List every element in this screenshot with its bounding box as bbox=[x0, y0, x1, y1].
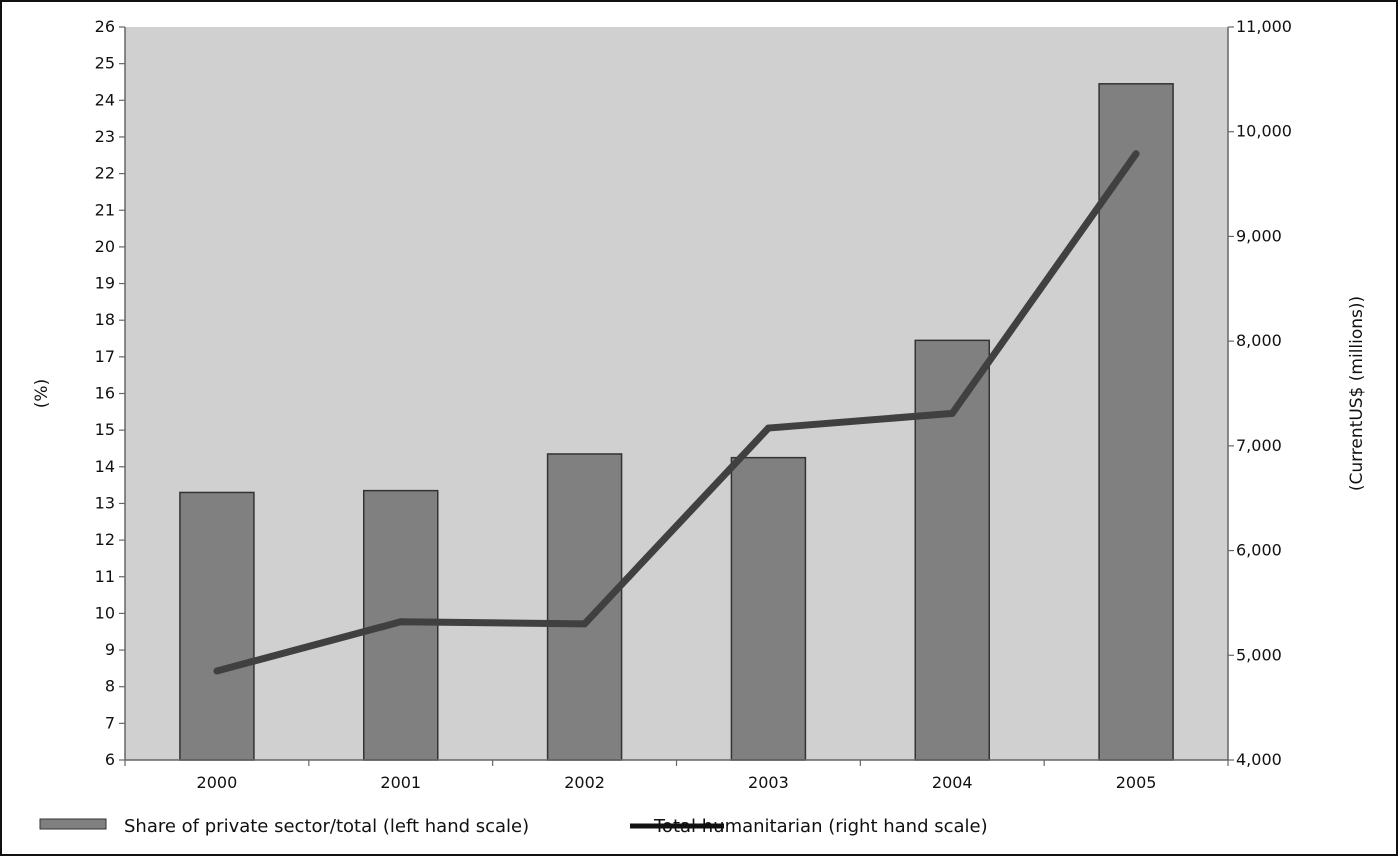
line-point-2003 bbox=[764, 424, 772, 432]
bar-2003 bbox=[730, 456, 807, 761]
x-tick-label: 2001 bbox=[380, 773, 421, 792]
x-axis-ticks: 2000 2001 2002 2003 2004 2005 bbox=[124, 760, 1229, 792]
left-tick-label: 22 bbox=[95, 164, 115, 183]
left-tick-label: 6 bbox=[105, 750, 115, 769]
left-axis-ticks: 6 7 8 9 10 11 12 13 14 15 16 17 18 19 20 21 22 23 24 25 26 bbox=[95, 17, 125, 769]
legend: Share of private sector/total (left hand… bbox=[39, 816, 988, 837]
right-tick-label: 4,000 bbox=[1236, 750, 1282, 769]
line-point-2001 bbox=[397, 618, 405, 626]
left-tick-label: 18 bbox=[95, 310, 115, 329]
bar-2002 bbox=[546, 453, 623, 761]
x-tick-label: 2002 bbox=[564, 773, 605, 792]
x-tick-label: 2005 bbox=[1116, 773, 1157, 792]
line-point-2002 bbox=[581, 620, 589, 628]
left-tick-label: 16 bbox=[95, 384, 115, 403]
left-tick-label: 9 bbox=[105, 640, 115, 659]
right-tick-label: 5,000 bbox=[1236, 645, 1282, 664]
left-tick-label: 21 bbox=[95, 200, 115, 219]
left-tick-label: 19 bbox=[95, 274, 115, 293]
right-tick-label: 10,000 bbox=[1236, 122, 1292, 141]
bar-2004 bbox=[914, 339, 990, 761]
plot-area bbox=[125, 27, 1228, 760]
line-point-2005 bbox=[1132, 150, 1140, 158]
left-tick-label: 17 bbox=[95, 347, 115, 366]
left-tick-label: 24 bbox=[95, 90, 115, 109]
left-tick-label: 11 bbox=[95, 567, 115, 586]
bar-series bbox=[179, 83, 1174, 761]
left-tick-label: 26 bbox=[95, 17, 115, 36]
left-axis-title: (%) bbox=[32, 379, 52, 408]
right-tick-label: 8,000 bbox=[1236, 331, 1282, 350]
right-axis-title: (CurrentUS$ (millions)) bbox=[1347, 296, 1367, 491]
bar-2000 bbox=[179, 491, 255, 761]
right-tick-label: 9,000 bbox=[1236, 226, 1282, 245]
right-tick-label: 6,000 bbox=[1236, 541, 1282, 560]
x-tick-label: 2004 bbox=[932, 773, 973, 792]
x-tick-label: 2003 bbox=[748, 773, 789, 792]
left-tick-label: 12 bbox=[95, 530, 115, 549]
left-tick-label: 13 bbox=[95, 493, 115, 512]
line-point-2000 bbox=[213, 667, 221, 675]
left-tick-label: 23 bbox=[95, 127, 115, 146]
left-tick-label: 14 bbox=[95, 457, 115, 476]
left-tick-label: 10 bbox=[95, 603, 115, 622]
line-point-2004 bbox=[948, 409, 956, 417]
left-tick-label: 7 bbox=[105, 713, 115, 732]
left-tick-label: 25 bbox=[95, 54, 115, 73]
left-tick-label: 15 bbox=[95, 420, 115, 439]
legend-bar-label: Share of private sector/total (left hand… bbox=[124, 816, 529, 837]
right-tick-label: 11,000 bbox=[1236, 17, 1292, 36]
left-tick-label: 20 bbox=[95, 237, 115, 256]
right-axis-ticks: 4,000 5,000 6,000 7,000 8,000 9,000 10,000 11,0… bbox=[1228, 17, 1292, 769]
x-tick-label: 2000 bbox=[197, 773, 238, 792]
legend-line-label: Total humanitarian (right hand scale) bbox=[653, 816, 988, 837]
line-series bbox=[216, 151, 1139, 675]
right-tick-label: 7,000 bbox=[1236, 436, 1282, 455]
legend-bar-swatch bbox=[39, 818, 107, 830]
left-tick-label: 8 bbox=[105, 677, 115, 696]
bar-2005 bbox=[1098, 83, 1174, 761]
